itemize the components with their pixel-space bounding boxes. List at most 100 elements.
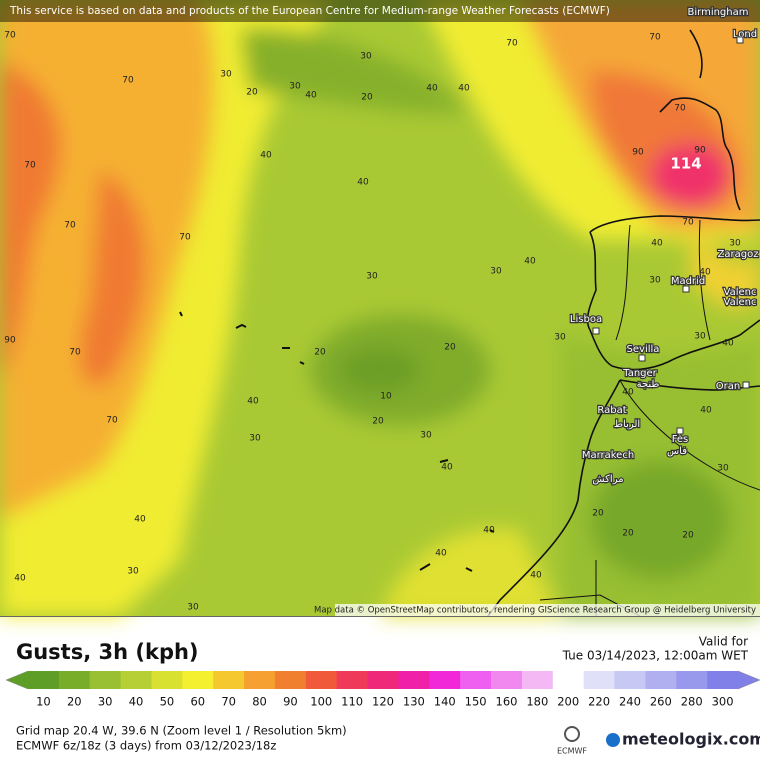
legend-swatch xyxy=(58,671,91,689)
contour-label: 40 xyxy=(622,388,634,398)
contour-label: 70 xyxy=(24,161,36,171)
legend-value: 260 xyxy=(650,695,672,709)
contour-label: 30 xyxy=(249,434,261,444)
legend-swatch xyxy=(614,671,646,689)
contour-label: 90 xyxy=(4,336,16,346)
coastlines xyxy=(179,29,760,617)
legend-value: 140 xyxy=(434,695,456,709)
city-label: فاس xyxy=(667,446,687,457)
legend-value: 110 xyxy=(341,695,363,709)
contour-label: 20 xyxy=(246,88,258,98)
legend-swatch xyxy=(676,671,708,689)
city-marker xyxy=(736,36,744,44)
legend-value: 240 xyxy=(619,695,641,709)
contour-label: 70 xyxy=(64,221,76,231)
city-marker xyxy=(682,285,690,293)
legend-swatch xyxy=(707,671,739,689)
contour-label: 30 xyxy=(490,267,502,277)
legend-value: 220 xyxy=(588,695,610,709)
contour-label: 70 xyxy=(674,104,686,114)
gust-field xyxy=(0,0,760,616)
legend-swatch xyxy=(583,671,616,689)
contour-label: 30 xyxy=(220,70,232,80)
ecmwf-logo: ECMWF xyxy=(557,747,587,756)
contour-label: 40 xyxy=(426,84,438,94)
city-label: الرباط xyxy=(614,419,640,430)
contour-label: 70 xyxy=(179,233,191,243)
contour-label: 30 xyxy=(717,464,729,474)
legend-arrow-left xyxy=(5,670,29,690)
contour-label: 70 xyxy=(506,39,518,49)
contour-label: 40 xyxy=(305,91,317,101)
contour-label: 40 xyxy=(441,463,453,473)
contour-label: 20 xyxy=(622,529,634,539)
city-label: Lisboa xyxy=(570,314,602,325)
legend-value: 30 xyxy=(98,695,113,709)
valid-time: Tue 03/14/2023, 12:00am WET xyxy=(562,649,749,663)
legend-value: 90 xyxy=(283,695,298,709)
legend-value: 130 xyxy=(403,695,425,709)
brand-icon xyxy=(606,733,620,747)
city-label: Zaragoz xyxy=(718,249,759,260)
city-label: Marrakech xyxy=(582,450,634,461)
legend-swatch xyxy=(521,671,554,689)
city-label: Rabat xyxy=(597,405,626,416)
contour-label: 70 xyxy=(106,416,118,426)
legend-value: 50 xyxy=(160,695,175,709)
contour-label: 90 xyxy=(694,146,706,156)
contour-label: 40 xyxy=(722,339,734,349)
legend-value: 20 xyxy=(67,695,82,709)
legend-value: 300 xyxy=(712,695,734,709)
city-label: Oran xyxy=(716,381,740,392)
grid-info: Grid map 20.4 W, 39.6 N (Zoom level 1 / … xyxy=(16,724,347,738)
city-label: Valenc xyxy=(724,297,757,308)
legend-value: 150 xyxy=(465,695,487,709)
legend-value: 280 xyxy=(681,695,703,709)
legend-value: 40 xyxy=(129,695,144,709)
legend-swatch xyxy=(460,671,492,689)
contour-label: 90 xyxy=(632,148,644,158)
city-label: Valenc xyxy=(724,287,757,298)
contour-label: 20 xyxy=(361,93,373,103)
contour-label: 20 xyxy=(592,509,604,519)
contour-label: 70 xyxy=(682,218,694,228)
city-marker xyxy=(638,354,646,362)
contour-label: 40 xyxy=(651,239,663,249)
city-marker xyxy=(592,327,600,335)
contour-label: 30 xyxy=(420,431,432,441)
contour-label: 40 xyxy=(483,526,495,536)
peak-label: 114 xyxy=(670,155,701,173)
contour-label: 30 xyxy=(360,52,372,62)
legend-value: 80 xyxy=(252,695,267,709)
contour-label: 30 xyxy=(554,333,566,343)
contour-label: 40 xyxy=(435,549,447,559)
contour-label: 20 xyxy=(314,348,326,358)
legend-swatch xyxy=(305,671,338,689)
legend-value: 70 xyxy=(221,695,236,709)
banner-bg xyxy=(0,0,760,22)
contour-label: 30 xyxy=(649,276,661,286)
contour-label: 20 xyxy=(372,417,384,427)
legend-value: 60 xyxy=(190,695,205,709)
contour-label: 40 xyxy=(524,257,536,267)
legend-swatch xyxy=(28,671,60,689)
legend-value: 120 xyxy=(372,695,394,709)
contour-label: 30 xyxy=(289,82,301,92)
city-label: طنجة xyxy=(637,379,660,390)
legend-value: 10 xyxy=(36,695,51,709)
contour-label: 30 xyxy=(729,239,741,249)
banner: This service is based on data and produc… xyxy=(9,5,610,17)
city-marker xyxy=(742,381,750,389)
contour-label: 70 xyxy=(649,33,661,43)
contour-label: 40 xyxy=(530,571,542,581)
legend-swatch xyxy=(645,671,677,689)
legend-value: 180 xyxy=(526,695,548,709)
legend-swatch xyxy=(182,671,214,689)
legend-swatch xyxy=(89,671,122,689)
contour-label: 40 xyxy=(357,178,369,188)
legend-swatch xyxy=(213,671,245,689)
model-info: ECMWF 6z/18z (3 days) from 03/12/2023/18… xyxy=(16,739,276,753)
attribution: Map data © OpenStreetMap contributors, r… xyxy=(314,606,756,616)
legend-value: 160 xyxy=(496,695,518,709)
